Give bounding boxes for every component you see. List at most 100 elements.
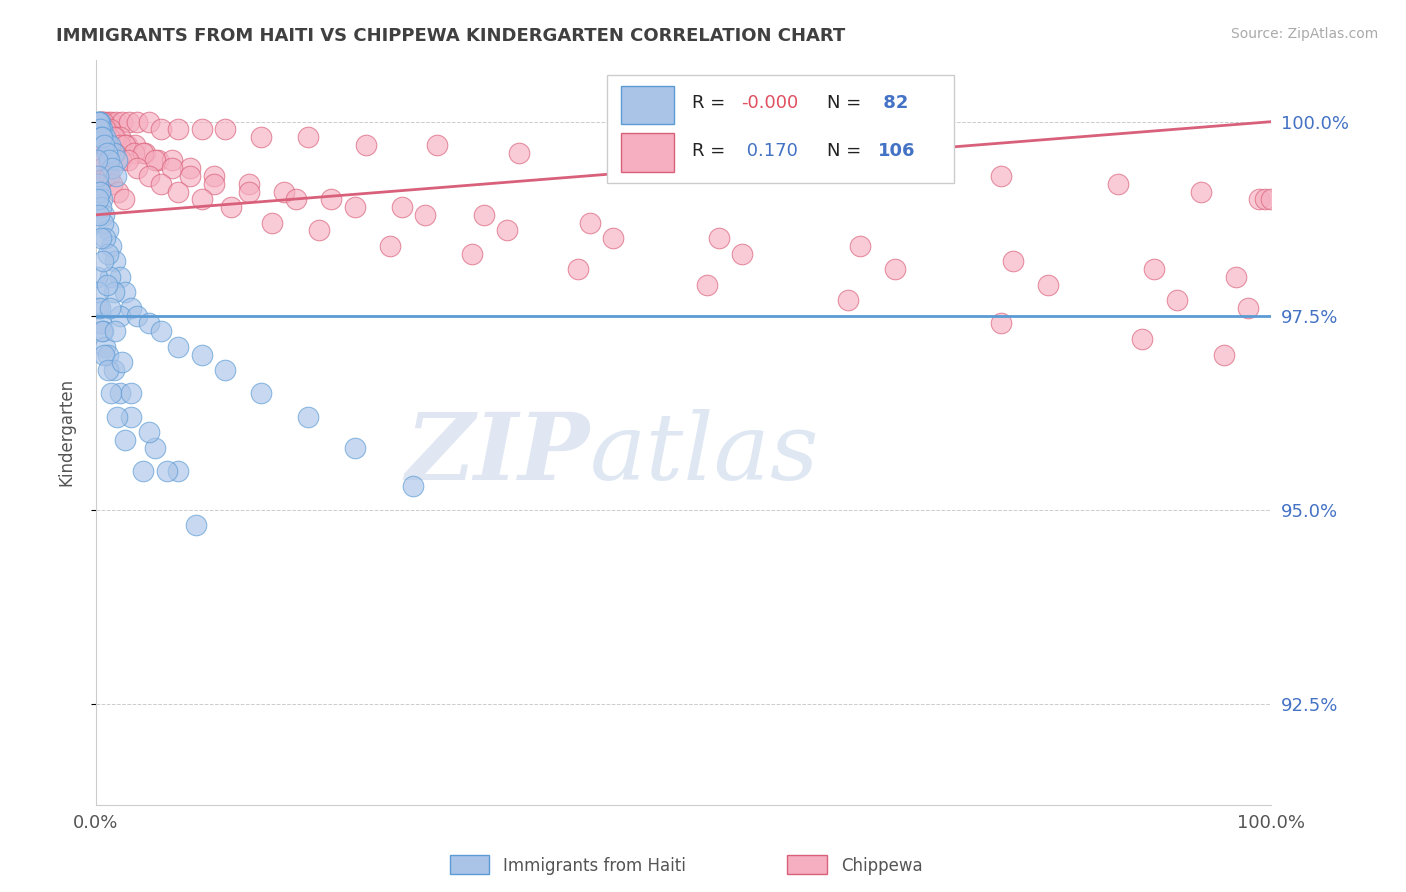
- Text: Chippewa: Chippewa: [841, 857, 922, 875]
- Point: [191, 192, 214, 206]
- Point: [127, 309, 149, 323]
- Point: [87, 208, 110, 222]
- Point: [89, 185, 111, 199]
- Point: [117, 153, 139, 168]
- Text: N =: N =: [827, 95, 868, 112]
- Point: [731, 153, 754, 168]
- Point: [89, 122, 111, 136]
- Point: [107, 185, 129, 199]
- Point: [100, 239, 122, 253]
- Point: [162, 161, 184, 176]
- Point: [1130, 332, 1153, 346]
- Point: [143, 441, 166, 455]
- Point: [90, 122, 112, 136]
- Point: [108, 386, 131, 401]
- Point: [496, 223, 519, 237]
- Point: [90, 231, 112, 245]
- Point: [97, 130, 120, 145]
- Point: [90, 130, 112, 145]
- Point: [1107, 177, 1129, 191]
- Point: [343, 200, 366, 214]
- Point: [103, 130, 125, 145]
- Point: [97, 363, 120, 377]
- Point: [1249, 192, 1271, 206]
- Point: [1036, 277, 1059, 292]
- Point: [202, 177, 225, 191]
- Point: [98, 122, 121, 136]
- Point: [134, 145, 156, 160]
- Point: [120, 386, 142, 401]
- Point: [91, 254, 114, 268]
- Point: [238, 177, 260, 191]
- Point: [731, 246, 754, 260]
- Point: [1236, 301, 1258, 315]
- Point: [93, 347, 115, 361]
- Text: 106: 106: [877, 142, 915, 160]
- Point: [104, 324, 127, 338]
- Point: [89, 185, 111, 199]
- Point: [87, 114, 110, 128]
- Point: [91, 138, 114, 153]
- Point: [94, 130, 117, 145]
- Point: [87, 130, 110, 145]
- Point: [297, 130, 319, 145]
- Point: [94, 340, 117, 354]
- Point: [97, 246, 120, 260]
- FancyBboxPatch shape: [621, 86, 673, 124]
- Point: [167, 340, 190, 354]
- Point: [990, 317, 1012, 331]
- Point: [111, 114, 134, 128]
- Point: [284, 192, 307, 206]
- Y-axis label: Kindergarten: Kindergarten: [58, 378, 75, 486]
- Point: [155, 464, 177, 478]
- Point: [127, 161, 149, 176]
- Point: [108, 130, 131, 145]
- Point: [86, 269, 108, 284]
- Text: Source: ZipAtlas.com: Source: ZipAtlas.com: [1230, 27, 1378, 41]
- Point: [96, 145, 118, 160]
- Point: [184, 518, 207, 533]
- Point: [849, 239, 872, 253]
- Point: [96, 277, 118, 292]
- Point: [87, 169, 110, 183]
- Point: [148, 153, 170, 168]
- Point: [707, 231, 730, 245]
- Point: [391, 200, 413, 214]
- Point: [90, 130, 112, 145]
- Point: [91, 130, 114, 145]
- Point: [138, 169, 160, 183]
- Point: [238, 185, 260, 199]
- Point: [149, 122, 172, 136]
- Point: [191, 122, 214, 136]
- Point: [1142, 262, 1164, 277]
- Point: [1225, 269, 1247, 284]
- Point: [98, 145, 121, 160]
- Point: [426, 138, 449, 153]
- Point: [104, 114, 127, 128]
- Point: [138, 425, 160, 439]
- Point: [103, 285, 125, 300]
- FancyBboxPatch shape: [621, 134, 673, 172]
- Point: [613, 153, 636, 168]
- Point: [108, 138, 131, 153]
- Point: [1260, 192, 1282, 206]
- Point: [87, 114, 110, 128]
- Point: [90, 114, 112, 128]
- Point: [90, 317, 112, 331]
- Point: [132, 464, 155, 478]
- Point: [93, 114, 115, 128]
- Point: [167, 185, 190, 199]
- Point: [120, 409, 142, 424]
- Text: R =: R =: [692, 95, 731, 112]
- Point: [87, 114, 110, 128]
- Point: [97, 153, 120, 168]
- Point: [114, 285, 136, 300]
- Text: 82: 82: [877, 95, 908, 112]
- Point: [104, 254, 127, 268]
- Point: [149, 177, 172, 191]
- Point: [94, 122, 117, 136]
- Point: [1254, 192, 1277, 206]
- Point: [262, 216, 284, 230]
- Text: atlas: atlas: [589, 409, 820, 500]
- Point: [87, 301, 110, 315]
